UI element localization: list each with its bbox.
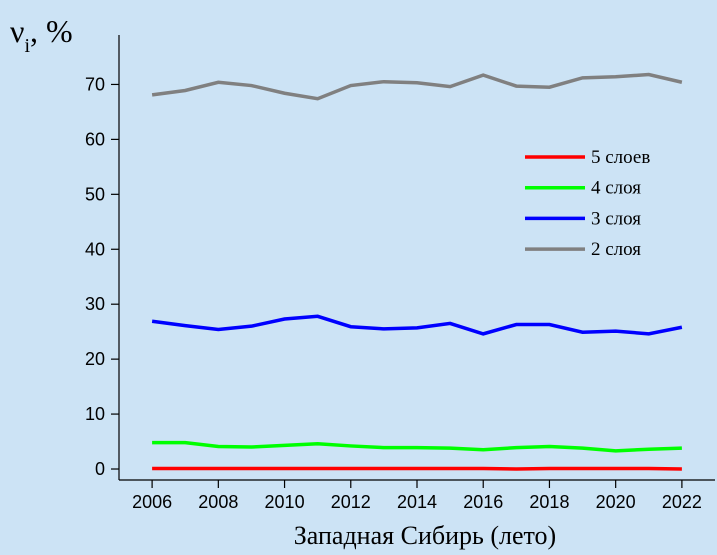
y-tick-label: 60 <box>85 129 105 149</box>
y-tick-label: 50 <box>85 184 105 204</box>
x-tick-label: 2010 <box>265 492 305 512</box>
series-line <box>151 314 683 336</box>
x-tick-label: 2016 <box>463 492 503 512</box>
y-tick-label: 70 <box>85 74 105 94</box>
x-tick-label: 2008 <box>198 492 238 512</box>
y-unit: , % <box>30 13 73 49</box>
x-tick-label: 2022 <box>662 492 702 512</box>
x-tick-label: 2012 <box>331 492 371 512</box>
y-tick-label: 20 <box>85 349 105 369</box>
x-axis-title: Западная Сибирь (лето) <box>294 521 556 550</box>
y-tick-label: 40 <box>85 239 105 259</box>
y-subscript: i <box>24 35 30 57</box>
y-axis-title: νi, % <box>10 13 73 57</box>
series-line <box>152 440 682 453</box>
x-tick-label: 2006 <box>132 492 172 512</box>
legend-label: 2 слоя <box>591 239 641 260</box>
y-tick-label: 0 <box>95 459 105 479</box>
x-tick-label: 2014 <box>397 492 437 512</box>
series-line <box>151 72 683 101</box>
series-line <box>152 466 682 471</box>
legend-label: 3 слоя <box>591 208 641 229</box>
x-tick-label: 2020 <box>596 492 636 512</box>
legend-label: 4 слоя <box>591 178 641 199</box>
x-tick-label: 2018 <box>529 492 569 512</box>
legend-label: 5 слоев <box>591 147 650 168</box>
y-tick-label: 10 <box>85 404 105 424</box>
y-tick-label: 30 <box>85 294 105 314</box>
y-symbol: ν <box>10 13 24 49</box>
